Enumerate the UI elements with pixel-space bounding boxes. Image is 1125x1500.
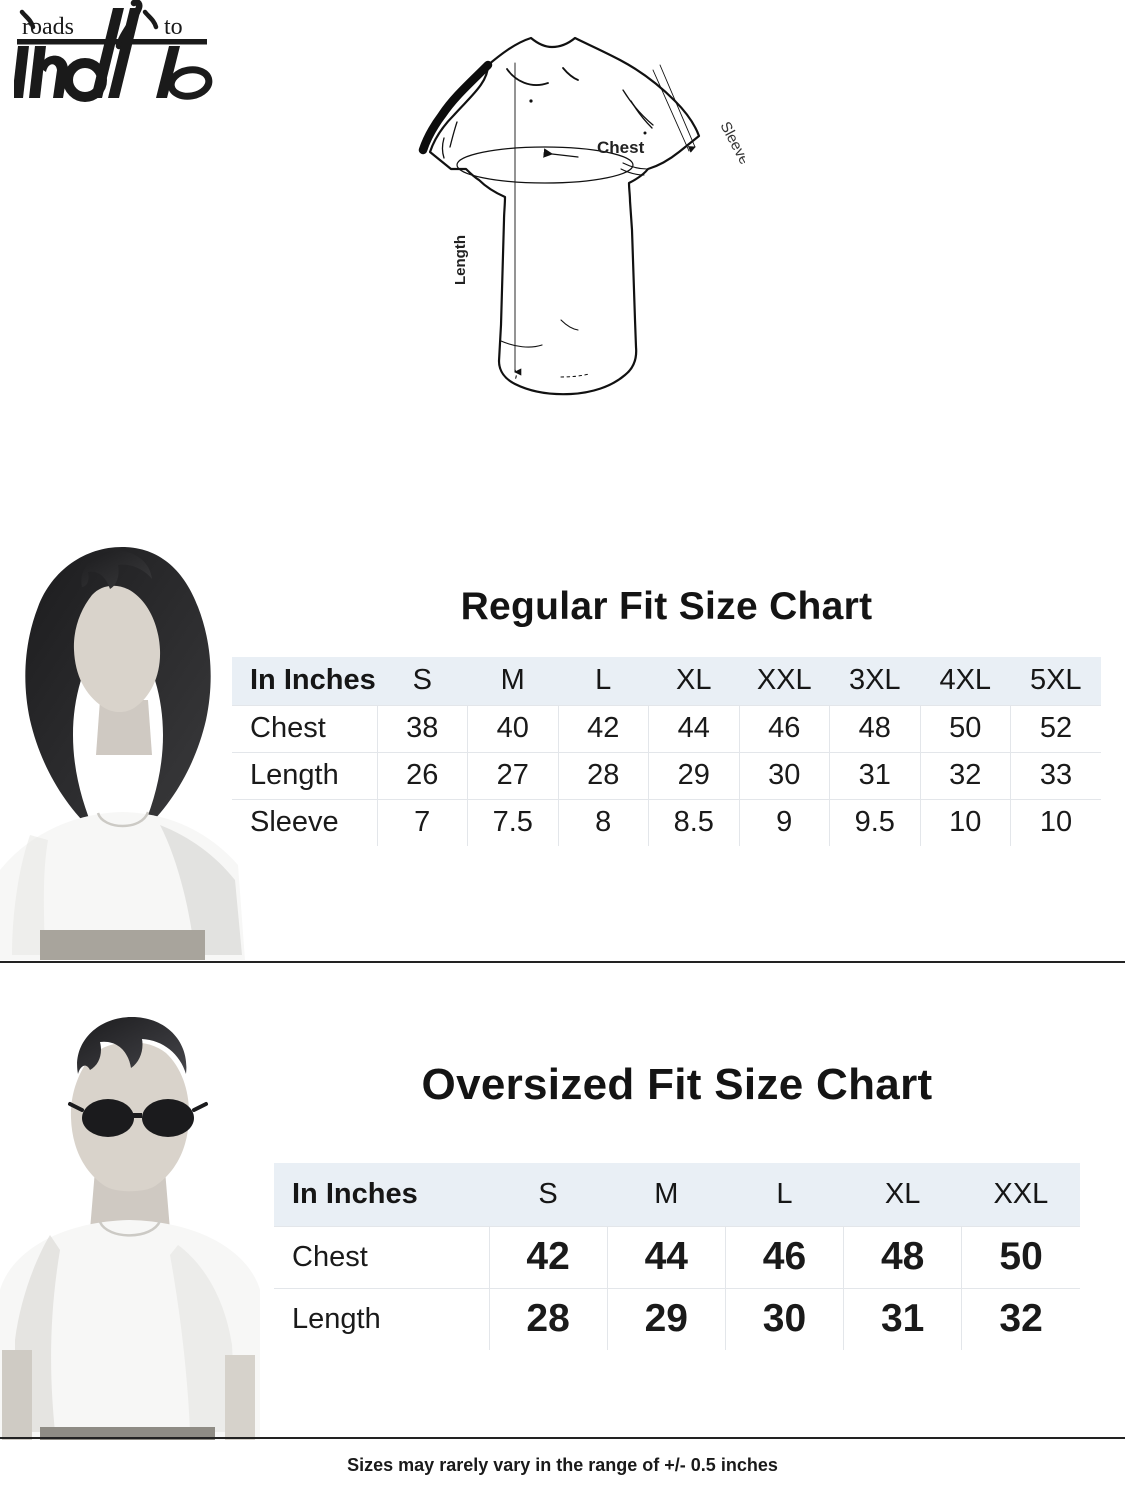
svg-text:Sleeve: Sleeve bbox=[716, 119, 745, 167]
svg-text:to: to bbox=[164, 14, 183, 40]
svg-text:Chest: Chest bbox=[597, 138, 645, 157]
svg-text:Length: Length bbox=[452, 235, 469, 285]
